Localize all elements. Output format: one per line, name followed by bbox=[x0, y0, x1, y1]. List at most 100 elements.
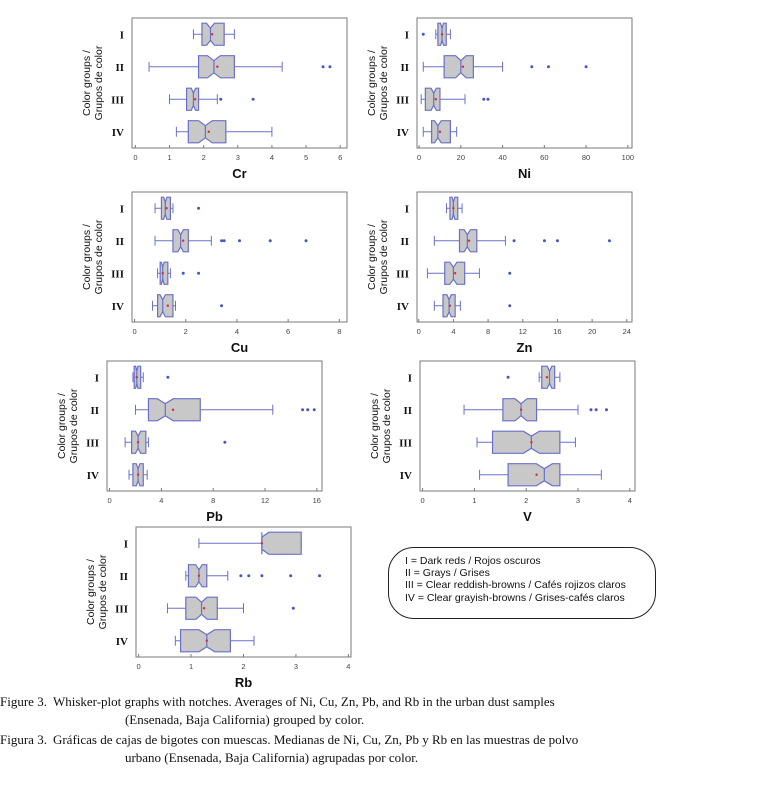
outlier-point bbox=[584, 65, 588, 69]
group-label: III bbox=[111, 268, 124, 280]
group-label: III bbox=[396, 94, 409, 106]
x-tick-label: 40 bbox=[498, 153, 506, 162]
legend-item: IV = Clear grayish-browns / Grises-cafés… bbox=[405, 591, 625, 604]
caption-spanish: Figura 3. Gráficas de cajas de bigotes c… bbox=[0, 731, 770, 767]
x-tick-label: 8 bbox=[211, 496, 215, 505]
caption-label: Figure 3. bbox=[0, 694, 47, 709]
panel-pb: 0 4 8 12 16 Pb Color groups / Grupos de color I I… bbox=[55, 353, 327, 525]
group-label: IV bbox=[397, 301, 409, 313]
group-label: I bbox=[405, 203, 409, 215]
y-axis-title: Color groups / bbox=[81, 50, 93, 116]
x-tick-label: 80 bbox=[582, 153, 590, 162]
x-tick-label: 5 bbox=[304, 153, 308, 162]
outlier-point bbox=[239, 574, 243, 578]
group-label: III bbox=[115, 603, 128, 615]
x-tick-label: 12 bbox=[261, 496, 269, 505]
outlier-point bbox=[594, 408, 598, 412]
x-tick-label: 6 bbox=[286, 327, 290, 336]
x-tick-label: 2 bbox=[184, 327, 188, 336]
mean-marker bbox=[216, 65, 219, 68]
mean-marker bbox=[530, 441, 533, 444]
x-tick-label: 20 bbox=[457, 153, 465, 162]
mean-marker bbox=[210, 33, 214, 36]
outlier-point bbox=[251, 97, 255, 101]
mean-marker bbox=[136, 473, 140, 476]
group-label: I bbox=[120, 203, 124, 215]
x-tick-label: 0 bbox=[108, 496, 112, 505]
x-tick-label: 0 bbox=[417, 327, 421, 336]
element-label: V bbox=[523, 509, 532, 524]
y-axis-title: Grupos de color bbox=[378, 219, 390, 294]
panel-ni: 0 20 40 60 80 100 Ni Color groups / Grupos de co… bbox=[365, 10, 637, 182]
group-label: I bbox=[408, 372, 412, 384]
y-axis-title: Grupos de color bbox=[97, 554, 109, 629]
caption-line: (Ensenada, Baja California) grouped by c… bbox=[124, 712, 365, 727]
caption-line: Gráficas de cajas de bigotes con muescas… bbox=[52, 732, 579, 747]
outlier-point bbox=[197, 206, 201, 210]
x-tick-label: 4 bbox=[346, 662, 350, 671]
group-label: II bbox=[400, 236, 409, 248]
outlier-point bbox=[219, 97, 223, 101]
mean-marker bbox=[136, 441, 140, 444]
mean-marker bbox=[161, 272, 164, 275]
caption-label: Figura 3. bbox=[0, 732, 47, 747]
outlier-point bbox=[555, 239, 559, 243]
plot-frame bbox=[419, 360, 636, 492]
x-tick-label: 16 bbox=[553, 327, 561, 336]
panel-v: 0 1 2 3 4 V Color groups / Grupos de color I II II… bbox=[368, 353, 640, 525]
x-tick-label: 3 bbox=[576, 496, 580, 505]
x-tick-label: 20 bbox=[588, 327, 596, 336]
outlier-point bbox=[312, 408, 316, 412]
x-tick-label: 4 bbox=[628, 496, 632, 505]
mean-marker bbox=[193, 98, 197, 101]
y-axis-title: Color groups / bbox=[81, 224, 93, 290]
notched-box bbox=[443, 55, 474, 79]
group-label: II bbox=[119, 571, 128, 583]
group-label: IV bbox=[112, 301, 124, 313]
mean-marker bbox=[171, 408, 175, 411]
outlier-point bbox=[289, 574, 293, 578]
group-label: III bbox=[86, 437, 99, 449]
mean-marker bbox=[545, 376, 549, 379]
outlier-point bbox=[301, 408, 305, 412]
element-label: Pb bbox=[206, 509, 223, 524]
notched-box bbox=[541, 365, 556, 389]
plot-frame bbox=[416, 191, 633, 323]
group-label: III bbox=[399, 437, 412, 449]
element-label: Cr bbox=[232, 166, 246, 181]
panel-cu: 0 2 4 6 8 Cu Color groups / Grupos de color I II I… bbox=[80, 184, 352, 356]
x-tick-label: 0 bbox=[133, 153, 137, 162]
outlier-point bbox=[605, 408, 609, 412]
group-label: I bbox=[124, 538, 128, 550]
outlier-point bbox=[223, 440, 227, 444]
x-tick-label: 3 bbox=[236, 153, 240, 162]
x-tick-label: 2 bbox=[202, 153, 206, 162]
element-label: Cu bbox=[231, 340, 248, 355]
group-label: IV bbox=[112, 127, 124, 139]
y-axis-title: Grupos de color bbox=[381, 388, 393, 463]
outlier-point bbox=[181, 271, 185, 275]
outlier-point bbox=[547, 65, 551, 69]
group-label: IV bbox=[400, 470, 412, 482]
outlier-point bbox=[321, 65, 325, 69]
x-tick-label: 3 bbox=[294, 662, 298, 671]
legend-item: III = Clear reddish-browns / Cafés rojiz… bbox=[405, 579, 626, 592]
outlier-point bbox=[530, 65, 534, 69]
plot-frame bbox=[131, 191, 348, 323]
x-tick-label: 4 bbox=[235, 327, 239, 336]
mean-marker bbox=[438, 130, 442, 133]
notched-box bbox=[147, 398, 201, 422]
notched-box bbox=[179, 629, 231, 653]
x-tick-label: 0 bbox=[137, 662, 141, 671]
group-label: II bbox=[115, 62, 124, 74]
group-label: IV bbox=[397, 127, 409, 139]
outlier-point bbox=[166, 375, 170, 379]
mean-marker bbox=[202, 607, 206, 610]
caption-line: Whisker-plot graphs with notches. Averag… bbox=[52, 694, 555, 709]
y-axis-title: Grupos de color bbox=[68, 388, 80, 463]
color-group-legend: I = Dark reds / Rojos oscuros II = Grays… bbox=[388, 547, 656, 619]
group-label: I bbox=[405, 29, 409, 41]
mean-marker bbox=[440, 33, 444, 36]
